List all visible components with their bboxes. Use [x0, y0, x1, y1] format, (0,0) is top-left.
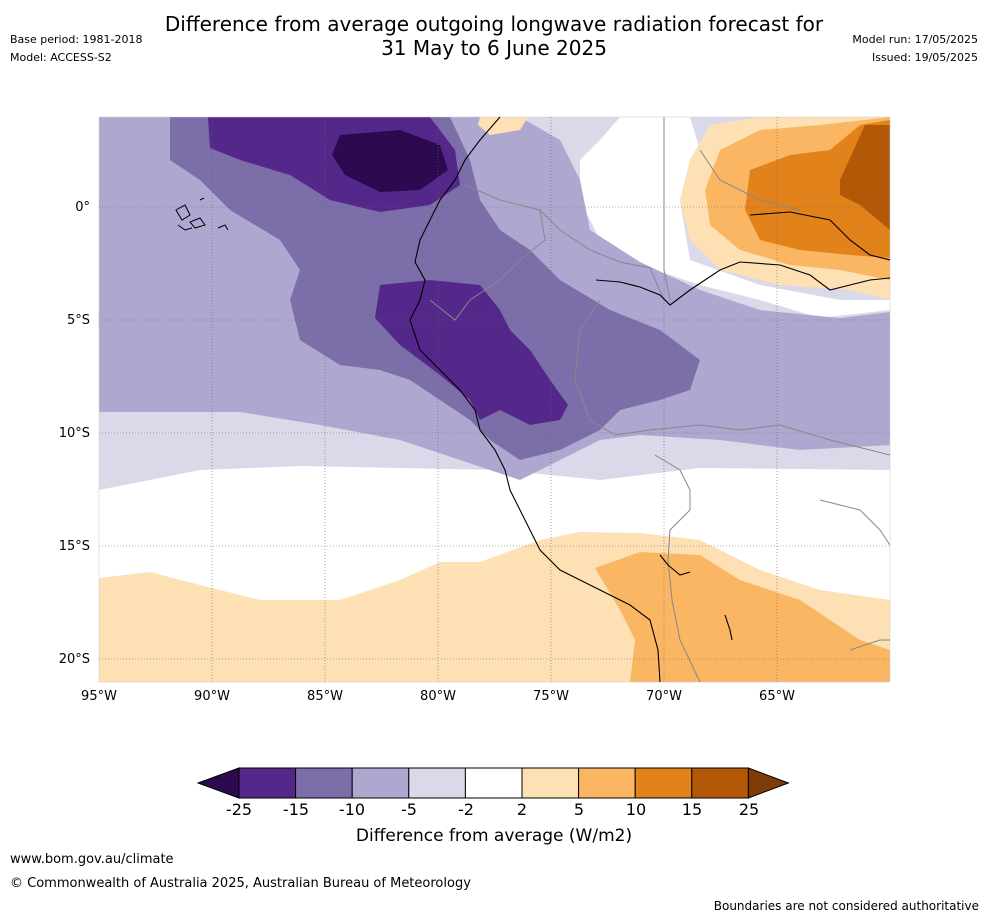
cbar-label-2: 2 — [516, 800, 528, 819]
lon-label-65w: 65°W — [759, 689, 795, 704]
anomaly-band-orange-south — [595, 552, 890, 682]
lat-label-10s: 10°S — [58, 426, 90, 441]
anomaly-band-dark-purple-south — [375, 280, 568, 425]
cbar-label-m15: -15 — [282, 800, 310, 819]
lon-label-90w: 90°W — [194, 689, 230, 704]
country-borders — [429, 117, 891, 683]
lon-label-95w: 95°W — [81, 689, 117, 704]
cbar-label-5: 5 — [573, 800, 585, 819]
colorbar-title: Difference from average (W/m2) — [355, 826, 633, 846]
cbar-label-15: 15 — [681, 800, 703, 819]
anomaly-band-light-orange-north — [478, 117, 528, 135]
lon-label-75w: 75°W — [533, 689, 569, 704]
boundaries-disclaimer: Boundaries are not considered authoritat… — [713, 899, 979, 913]
lat-label-15s: 15°S — [58, 539, 90, 554]
meta-left: Base period: 1981-2018 Model: ACCESS-S2 — [10, 31, 142, 67]
gridlines — [99, 117, 890, 682]
issued-date: Issued: 19/05/2025 — [871, 51, 978, 64]
cbar-label-10: 10 — [625, 800, 647, 819]
model-name: Model: ACCESS-S2 — [10, 51, 112, 64]
title-line-2: 31 May to 6 June 2025 — [381, 36, 607, 60]
galapagos-islands — [175, 197, 229, 231]
anomaly-field — [99, 117, 890, 682]
map-frame — [98, 116, 891, 683]
lon-label-70w: 70°W — [646, 689, 682, 704]
cbar-label-25: 25 — [738, 800, 760, 819]
cbar-label-m10: -10 — [338, 800, 366, 819]
model-run: Model run: 17/05/2025 — [852, 33, 978, 46]
lat-label-0: 0° — [75, 200, 90, 215]
anomaly-band-near-zero-ne — [580, 117, 890, 318]
lon-label-85w: 85°W — [307, 689, 343, 704]
anomaly-band-brown-ne — [840, 125, 890, 230]
lat-label-20s: 20°S — [58, 652, 90, 667]
coastline — [409, 116, 891, 683]
cbar-label-m5: -5 — [401, 800, 417, 819]
cbar-label-m25: -25 — [225, 800, 253, 819]
title-line-1: Difference from average outgoing longwav… — [164, 12, 824, 36]
lat-label-5s: 5°S — [66, 313, 90, 328]
footer-copyright: © Commonwealth of Australia 2025, Austra… — [10, 876, 471, 891]
base-period: Base period: 1981-2018 — [10, 33, 143, 46]
map-title: Difference from average outgoing longwav… — [0, 12, 988, 60]
footer-url[interactable]: www.bom.gov.au/climate — [10, 852, 174, 867]
lon-label-80w: 80°W — [420, 689, 456, 704]
anomaly-band-darkest-purple — [332, 130, 448, 192]
meta-right: Model run: 17/05/2025 Issued: 19/05/2025 — [852, 31, 978, 67]
cbar-label-m2: -2 — [458, 800, 474, 819]
